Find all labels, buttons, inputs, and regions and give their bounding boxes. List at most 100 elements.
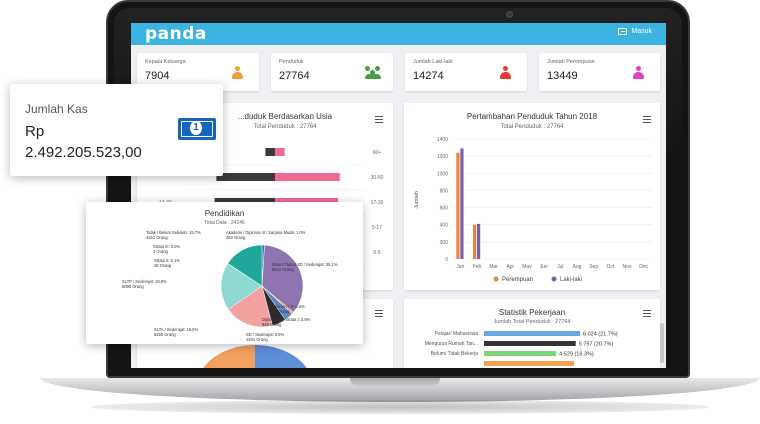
x-tick-label: Feb <box>473 264 482 270</box>
kas-amount: 2.492.205.523,00 <box>25 144 142 161</box>
slice-sublabel: 3 Orang <box>153 249 169 254</box>
slice-label: Akademi / Diploma III / Sarjana Muda: 1.… <box>226 230 306 235</box>
kas-currency: Rp <box>25 123 45 140</box>
slice-sublabel: 4261 Orang <box>146 235 168 240</box>
x-tick-label: Dec <box>639 264 648 270</box>
slice-label: Strata II: 0.1% <box>154 258 180 263</box>
slice-label: Tidak / Belum Sekolah: 15.7% <box>146 230 201 235</box>
bar <box>456 152 460 259</box>
laptop-notch <box>350 378 440 387</box>
legend-label: Perempuan <box>502 277 533 283</box>
panel-subtitle: Total Penduduk : 27764 <box>500 124 564 130</box>
stat-card-laki-laki: Jumlah Laki-laki 14274 <box>405 53 527 91</box>
pyramid-bar <box>216 173 275 181</box>
pie-slice <box>220 263 263 310</box>
panel-subtitle: Jumlah Total Penduduk : 27764 <box>493 319 571 325</box>
camera-icon <box>506 11 513 18</box>
chart-menu-button[interactable] <box>643 310 651 318</box>
stat-label: Jumlah Laki-laki <box>413 59 453 65</box>
slice-label: Diploma IV / Strata I: 3.5% <box>262 317 311 322</box>
stat-value: 13449 <box>547 70 578 82</box>
y-tick-label: 600 <box>440 206 449 212</box>
slice-sublabel: 5280 Orang <box>154 332 176 337</box>
value-label: 5 757 (20.7%) <box>579 342 614 348</box>
female-icon <box>633 66 644 79</box>
slice-label: Strata III: 0.0% <box>153 244 180 249</box>
category-label: 0-5 <box>373 250 380 256</box>
bar <box>484 351 557 356</box>
category-label: Belum/ Tidak Bekerja <box>431 351 478 357</box>
slice-sublabel: 225 Orang <box>270 309 290 314</box>
x-tick-label: May <box>522 264 532 270</box>
y-tick-label: 400 <box>440 223 449 229</box>
kas-label: Jumlah Kas <box>25 102 88 116</box>
x-tick-label: Apr <box>506 264 514 270</box>
bar <box>477 223 481 259</box>
category-label: 17-30 <box>371 200 384 206</box>
pekerjaan-panel: Statistik Pekerjaan Jumlah Total Pendudu… <box>404 299 660 368</box>
bar <box>460 148 464 259</box>
category-label: 30-60 <box>371 175 384 181</box>
panel-title: Pertambahan Penduduk Tahun 2018 <box>466 112 598 121</box>
bar <box>473 224 477 259</box>
category-label: 60+ <box>373 150 382 156</box>
chart-menu-button[interactable] <box>643 116 651 124</box>
money-icon: 1 <box>178 118 216 140</box>
pyramid-bar <box>265 148 275 156</box>
chart-menu-button[interactable] <box>375 310 383 318</box>
y-tick-label: 800 <box>440 188 449 194</box>
stat-label: Penduduk <box>279 59 304 65</box>
y-tick-label: 1400 <box>437 137 448 143</box>
pie-slice <box>203 345 255 368</box>
jumlah-kas-card: Jumlah Kas Rp 2.492.205.523,00 1 <box>10 84 223 176</box>
x-tick-label: Jan <box>456 264 464 270</box>
x-tick-label: Aug <box>573 264 582 270</box>
pekerjaan-chart: Pelajar/ Mahasiswa 6 024 (21.7%) Mengurus … <box>425 331 618 366</box>
pertambahan-panel: Pertambahan Penduduk Tahun 2018 Total Pe… <box>404 103 660 290</box>
slice-sublabel: 5098 Orang <box>122 284 144 289</box>
slice-label: SD / Sederajat: 5.5% <box>246 332 285 337</box>
y-tick-label: 200 <box>440 240 449 246</box>
x-tick-label: Jul <box>557 264 563 270</box>
x-tick-label: Mar <box>489 264 498 270</box>
app-header: panda Masuk <box>131 23 666 45</box>
pie-slice <box>227 244 263 287</box>
login-label: Masuk <box>631 28 652 35</box>
slice-label: SLTP / Sederajat: 18.8% <box>122 279 167 284</box>
laptop-shadow <box>90 400 710 414</box>
panel-subtitle: Total Penduduk : 27764 <box>253 124 317 130</box>
slice-sublabel: 849 Orang <box>262 322 282 327</box>
panel-title: ...duduk Berdasarkan Usia <box>237 112 333 121</box>
login-button[interactable]: Masuk <box>618 28 652 35</box>
slice-sublabel: 1491 Orang <box>246 337 268 342</box>
app-logo[interactable]: panda <box>145 24 207 44</box>
slice-sublabel: 263 Orang <box>226 235 246 240</box>
pie-slice <box>255 345 307 368</box>
value-label: 4 529 (16.3%) <box>559 352 594 358</box>
panel-title: Statistik Pekerjaan <box>498 308 566 317</box>
person-icon <box>232 66 243 79</box>
x-tick-label: Sep <box>589 264 598 270</box>
stat-value: 14274 <box>413 70 444 82</box>
bar <box>484 361 574 366</box>
bar <box>484 341 576 346</box>
legend-label: Laki-laki <box>560 277 582 283</box>
stat-value: 27764 <box>279 70 310 82</box>
legend-marker <box>551 276 557 282</box>
y-tick-label: 1000 <box>437 171 448 177</box>
pendidikan-card: Pendidikan Total Data : 24246 Akademi / … <box>86 202 363 344</box>
group-icon <box>365 66 381 79</box>
value-label: 6 024 (21.7%) <box>583 332 618 338</box>
slice-label: Diploma I / II: 0.8% <box>270 304 305 309</box>
chart-menu-button[interactable] <box>375 116 383 124</box>
pertambahan-chart: 1400 1200 1000 800 600 400 200 0 Jumlah Jan Feb Mar… <box>414 137 652 283</box>
stat-value: 7904 <box>145 70 170 82</box>
pendidikan-title: Pendidikan <box>204 209 245 218</box>
category-label: Pelajar/ Mahasiswa <box>435 331 479 337</box>
scrollbar[interactable] <box>660 323 664 363</box>
stat-label: Jumlah Perempuan <box>547 59 595 65</box>
login-icon <box>618 28 628 35</box>
slice-label: Belum Tamat SD / Sederajat: 35.1% <box>272 262 338 267</box>
x-tick-label: Oct <box>606 264 614 270</box>
stat-card-perempuan: Jumlah Perempuan 13449 <box>539 53 660 91</box>
